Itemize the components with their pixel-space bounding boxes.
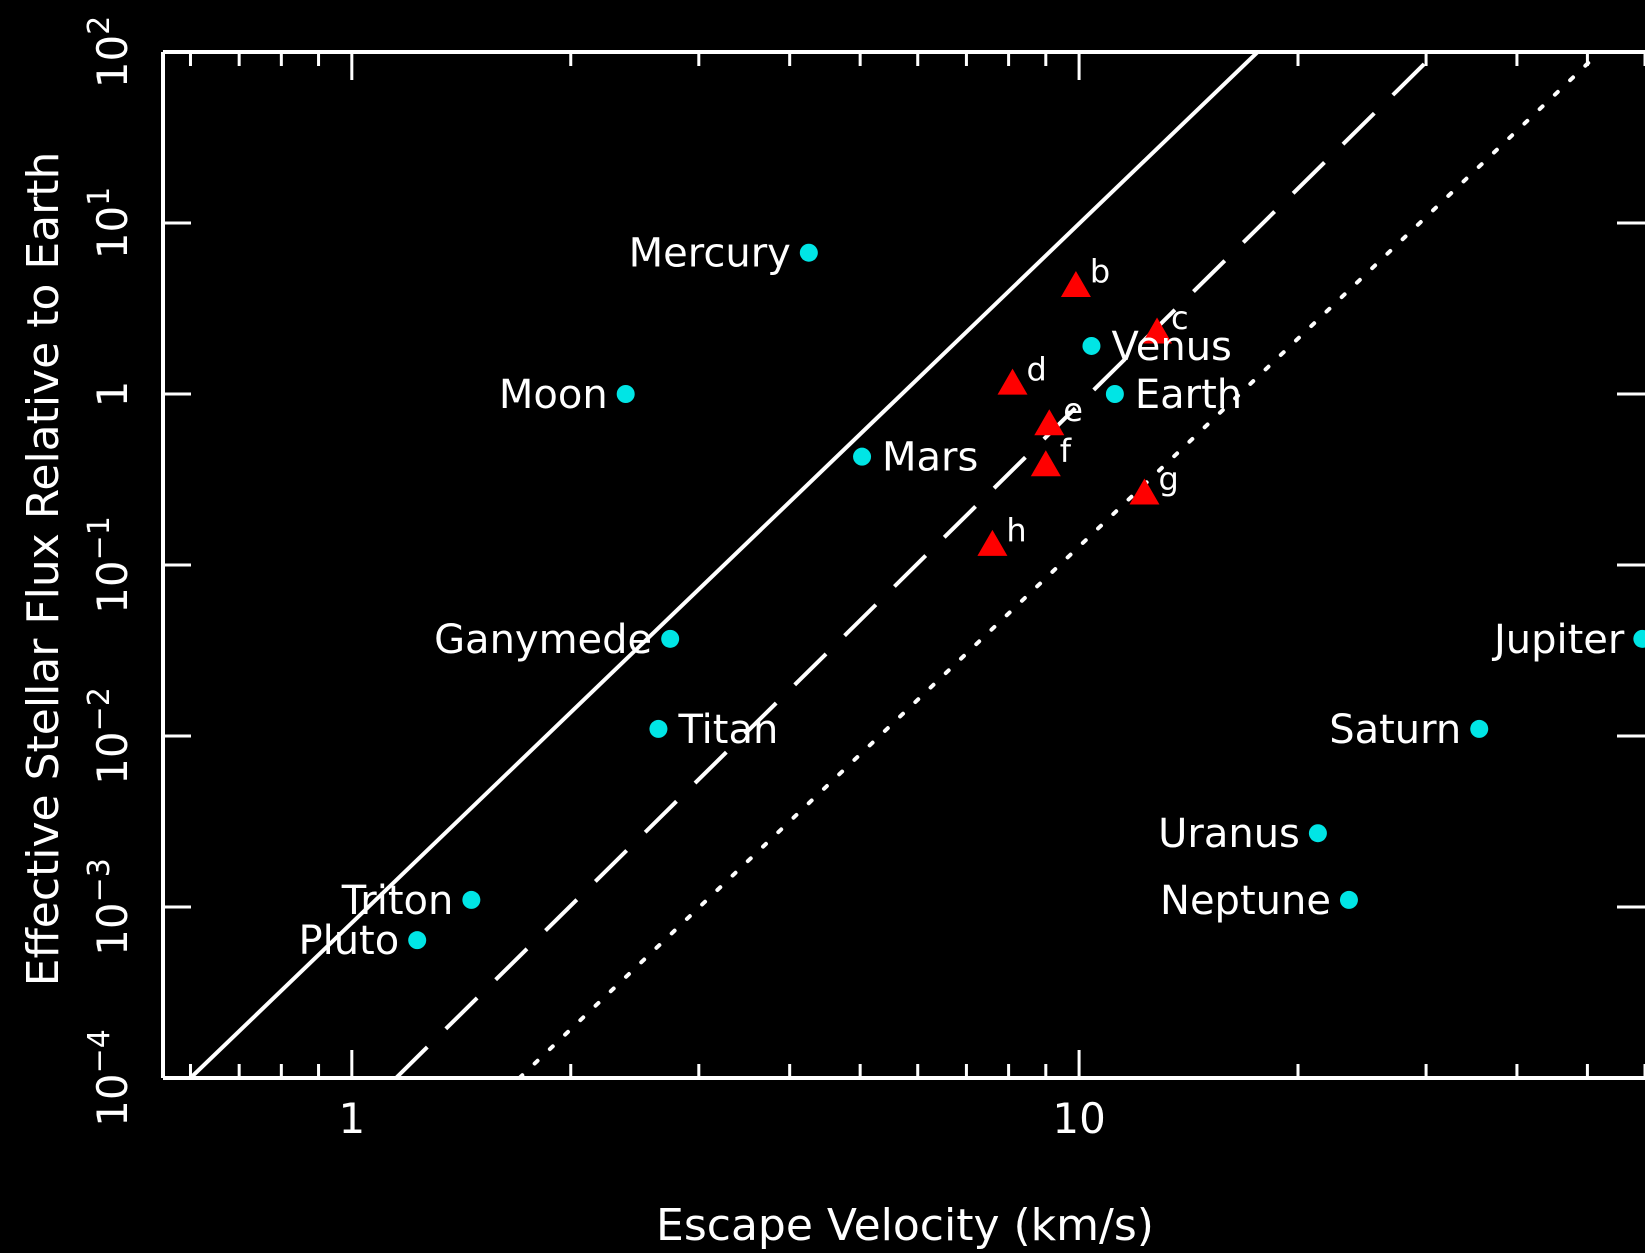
planet-f-label: f (1060, 432, 1072, 470)
planet-f-marker (1030, 450, 1061, 477)
label-triton: Triton (341, 878, 454, 924)
label-mercury: Mercury (629, 231, 791, 277)
label-uranus: Uranus (1158, 811, 1300, 857)
dashed-line (394, 52, 1438, 1078)
planet-h-label: h (1006, 512, 1026, 550)
planet-d-label: d (1027, 350, 1047, 388)
y-tick-exponent: −2 (82, 687, 117, 731)
y-tick-label: 10−1 (82, 516, 137, 614)
planet-g-marker (1129, 478, 1160, 505)
y-tick-label: 10−2 (82, 687, 137, 785)
planet-e-label: e (1063, 391, 1083, 429)
y-tick-exponent: 2 (82, 16, 117, 35)
y-tick-exponent: 1 (82, 187, 117, 206)
y-tick-base: 10 (88, 560, 137, 613)
point-triton (462, 890, 481, 909)
reference-lines (189, 52, 1602, 1078)
label-venus: Venus (1111, 324, 1231, 370)
y-tick-base: 10 (88, 1073, 137, 1126)
label-saturn: Saturn (1329, 707, 1461, 753)
y-tick-base: 10 (88, 35, 137, 88)
y-tick-exponent: −3 (82, 858, 117, 902)
y-tick-label: 10−3 (82, 858, 137, 956)
planet-h-marker (977, 529, 1008, 556)
planet-d-marker (997, 368, 1028, 395)
label-moon: Moon (499, 372, 608, 418)
y-tick-base: 10 (88, 731, 137, 784)
point-titan (649, 719, 668, 738)
planet-b-label: b (1090, 253, 1110, 291)
y-axis-label: Effective Stellar Flux Relative to Earth (18, 152, 69, 987)
planet-c-marker (1142, 317, 1173, 344)
label-neptune: Neptune (1160, 878, 1331, 924)
y-tick-label: 102 (82, 16, 137, 89)
y-tick-label: 1 (88, 381, 137, 408)
y-tick-exponent: −4 (82, 1029, 117, 1073)
label-pluto: Pluto (298, 918, 399, 964)
planet-g-label: g (1158, 460, 1178, 498)
y-tick-base: 1 (88, 381, 137, 408)
y-tick-label: 101 (82, 187, 137, 260)
dotted-line (517, 52, 1602, 1078)
label-titan: Titan (677, 707, 778, 753)
point-pluto (408, 931, 427, 950)
point-jupiter (1633, 629, 1645, 648)
y-tick-base: 10 (88, 902, 137, 955)
planet-b-marker (1060, 270, 1091, 297)
point-mercury (799, 243, 818, 262)
y-tick-label: 10−4 (82, 1029, 137, 1127)
solid-line (189, 52, 1260, 1078)
point-neptune (1339, 890, 1358, 909)
point-mars (853, 447, 872, 466)
y-tick-exponent: −1 (82, 516, 117, 560)
y-tick-base: 10 (88, 206, 137, 259)
planet-e-marker (1034, 409, 1065, 436)
label-jupiter: Jupiter (1491, 617, 1625, 663)
point-uranus (1308, 824, 1327, 843)
label-earth: Earth (1135, 372, 1242, 418)
point-moon (616, 385, 635, 403)
point-venus (1082, 336, 1101, 355)
data-points (408, 243, 1645, 950)
x-tick-label: 1 (338, 1094, 365, 1143)
x-tick-label: 10 (1052, 1094, 1105, 1143)
point-saturn (1470, 719, 1489, 738)
label-mars: Mars (882, 435, 978, 481)
planet-c-label: c (1171, 299, 1189, 337)
point-ganymede (661, 629, 680, 648)
label-ganymede: Ganymede (434, 617, 652, 663)
x-axis-label: Escape Velocity (km/s) (656, 1200, 1154, 1251)
point-earth (1105, 385, 1124, 403)
